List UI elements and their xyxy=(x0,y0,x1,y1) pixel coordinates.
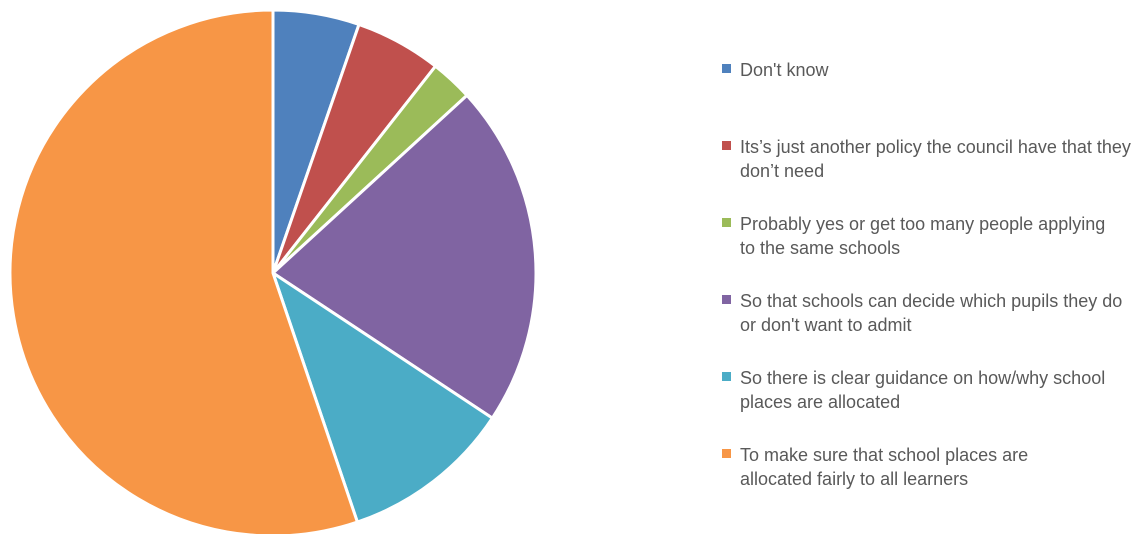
legend-swatch xyxy=(722,141,731,150)
legend-swatch xyxy=(722,372,731,381)
pie-slice-schools-decide xyxy=(271,93,538,420)
legend-swatch xyxy=(722,295,731,304)
legend-swatch xyxy=(722,64,731,73)
legend-swatch xyxy=(722,218,731,227)
legend-label: So there is clear guidance on how/why sc… xyxy=(740,368,1106,412)
legend-label: Probably yes or get too many people appl… xyxy=(740,214,1106,258)
legend-label: Don't know xyxy=(740,60,829,80)
legend-label: So that schools can decide which pupils … xyxy=(740,291,1123,335)
legend-label: Its’s just another policy the council ha… xyxy=(740,137,1131,181)
legend-label: To make sure that school places are allo… xyxy=(740,445,1029,489)
pie-slice-clear-guidance xyxy=(271,271,494,524)
legend-swatch xyxy=(722,449,731,458)
pie-chart xyxy=(8,8,538,534)
pie-slice-allocated-fairly xyxy=(8,8,359,534)
